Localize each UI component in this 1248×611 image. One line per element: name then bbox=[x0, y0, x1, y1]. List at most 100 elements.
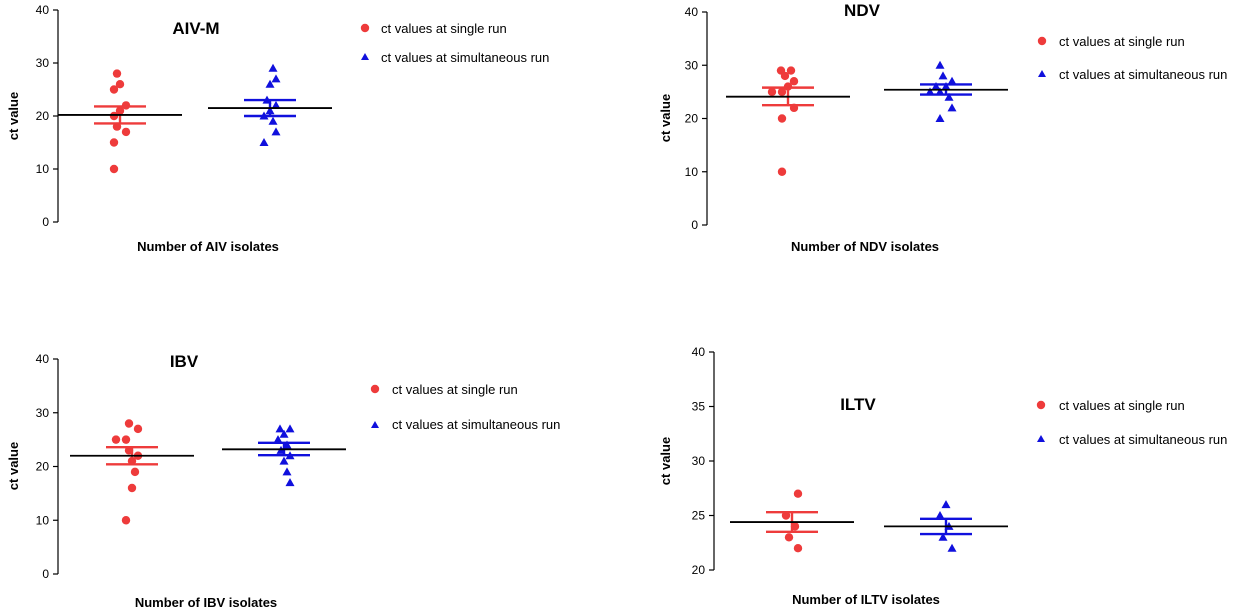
y-tick-label: 40 bbox=[685, 5, 699, 19]
data-point bbox=[279, 456, 289, 465]
legend-label-simultaneous: ct values at simultaneous run bbox=[392, 417, 560, 432]
x-axis-label: Number of AIV isolates bbox=[137, 239, 279, 254]
legend-label-simultaneous: ct values at simultaneous run bbox=[381, 50, 549, 65]
data-point bbox=[124, 419, 134, 428]
data-point bbox=[935, 60, 945, 69]
data-point bbox=[947, 543, 957, 552]
data-marks bbox=[70, 419, 346, 525]
y-tick-label: 0 bbox=[42, 567, 49, 581]
data-point bbox=[275, 424, 285, 433]
data-point bbox=[931, 82, 941, 91]
data-point bbox=[271, 100, 281, 109]
y-tick-label: 20 bbox=[36, 460, 50, 474]
data-point bbox=[767, 87, 777, 97]
y-axis-label: ct value bbox=[6, 92, 21, 140]
y-tick-label: 35 bbox=[692, 400, 706, 414]
y-ticks: 0 10 20 30 40 bbox=[36, 352, 58, 581]
data-point bbox=[115, 80, 125, 89]
y-tick-label: 20 bbox=[36, 109, 50, 123]
data-point bbox=[121, 435, 131, 444]
data-point bbox=[130, 467, 140, 477]
y-ticks: 0 10 20 30 40 bbox=[685, 5, 707, 232]
y-tick-label: 40 bbox=[36, 352, 50, 366]
y-tick-label: 30 bbox=[36, 406, 50, 420]
data-point bbox=[259, 138, 269, 146]
data-point bbox=[777, 114, 787, 123]
x-axis-label: Number of NDV isolates bbox=[791, 239, 939, 254]
data-point bbox=[947, 76, 957, 85]
panel-iltv: 20 25 30 35 40 ct value ILTV Number of ILTV … bbox=[658, 345, 1227, 607]
y-tick-label: 20 bbox=[685, 112, 699, 126]
data-point bbox=[271, 127, 281, 136]
legend-label-simultaneous: ct values at simultaneous run bbox=[1059, 67, 1227, 82]
data-point bbox=[944, 92, 954, 101]
y-ticks: 0 10 20 30 40 bbox=[36, 3, 58, 229]
data-marks bbox=[58, 63, 332, 174]
y-tick-label: 20 bbox=[692, 563, 706, 577]
data-point bbox=[935, 114, 945, 122]
legend-circle-marker bbox=[1036, 400, 1046, 410]
legend-triangle-marker bbox=[1038, 70, 1046, 77]
y-tick-label: 40 bbox=[692, 345, 706, 359]
legend: ct values at single run ct values at sim… bbox=[1037, 34, 1227, 82]
panel-title: ILTV bbox=[840, 395, 876, 414]
data-point bbox=[112, 69, 122, 78]
y-tick-label: 0 bbox=[42, 215, 49, 229]
legend-circle-marker bbox=[360, 23, 370, 33]
data-point bbox=[947, 103, 957, 112]
legend-triangle-marker bbox=[371, 421, 379, 428]
y-axis-label: ct value bbox=[658, 94, 673, 142]
panel-ibv: 0 10 20 30 40 ct value IBV Number of IBV iso… bbox=[6, 352, 560, 610]
data-point bbox=[133, 424, 143, 434]
y-tick-label: 10 bbox=[36, 513, 50, 527]
panel-title: IBV bbox=[170, 352, 199, 371]
legend-triangle-marker bbox=[361, 53, 369, 60]
legend: ct values at single run ct values at sim… bbox=[1036, 398, 1227, 447]
y-ticks: 20 25 30 35 40 bbox=[692, 345, 714, 577]
legend-label-single: ct values at single run bbox=[392, 382, 518, 397]
legend: ct values at single run ct values at sim… bbox=[360, 21, 549, 65]
panel-title: AIV-M bbox=[172, 19, 219, 38]
y-tick-label: 30 bbox=[36, 56, 50, 70]
data-point bbox=[938, 71, 948, 80]
x-axis-label: Number of ILTV isolates bbox=[792, 592, 940, 607]
data-point bbox=[109, 138, 119, 147]
x-axis-label: Number of IBV isolates bbox=[135, 595, 277, 610]
legend-label-single: ct values at single run bbox=[1059, 34, 1185, 49]
data-point bbox=[268, 63, 278, 72]
data-point bbox=[268, 116, 278, 125]
y-tick-label: 25 bbox=[692, 509, 706, 523]
y-tick-label: 10 bbox=[36, 162, 50, 176]
data-point bbox=[109, 85, 119, 94]
data-point bbox=[265, 79, 275, 88]
data-point bbox=[777, 167, 787, 176]
y-axis-label: ct value bbox=[6, 442, 21, 490]
legend-circle-marker bbox=[370, 384, 380, 394]
legend: ct values at single run ct values at sim… bbox=[370, 382, 560, 432]
data-point bbox=[111, 435, 121, 444]
data-point bbox=[109, 164, 119, 174]
data-point bbox=[121, 127, 131, 137]
data-point bbox=[777, 87, 787, 97]
y-axis-label: ct value bbox=[658, 437, 673, 485]
data-point bbox=[935, 511, 945, 519]
data-point bbox=[938, 532, 948, 541]
data-point bbox=[279, 429, 289, 438]
y-tick-label: 40 bbox=[36, 3, 50, 17]
data-marks bbox=[730, 489, 1008, 553]
data-point bbox=[109, 111, 119, 121]
data-point bbox=[789, 77, 799, 86]
data-point bbox=[121, 516, 131, 525]
panel-ndv: 0 10 20 30 40 ct value NDV Number of NDV iso… bbox=[658, 1, 1227, 254]
y-tick-label: 10 bbox=[685, 165, 699, 179]
legend-circle-marker bbox=[1037, 36, 1047, 46]
legend-label-single: ct values at single run bbox=[1059, 398, 1185, 413]
data-point bbox=[941, 500, 951, 509]
y-tick-label: 0 bbox=[691, 218, 698, 232]
data-point bbox=[282, 467, 292, 476]
y-tick-label: 30 bbox=[685, 58, 699, 72]
legend-triangle-marker bbox=[1037, 435, 1045, 442]
data-point bbox=[793, 544, 803, 553]
y-tick-label: 30 bbox=[692, 454, 706, 468]
